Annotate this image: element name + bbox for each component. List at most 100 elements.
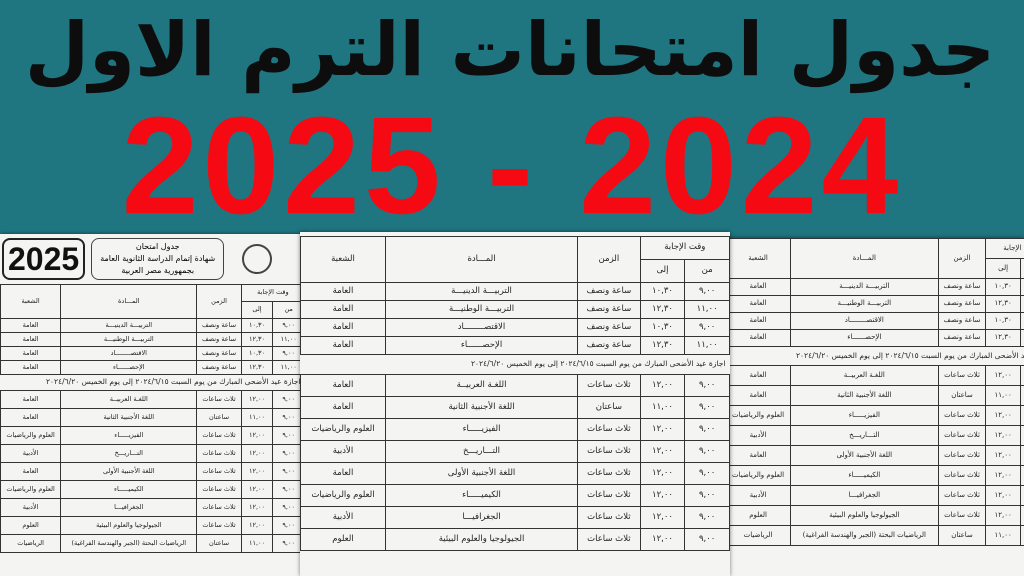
branch: العامة bbox=[0, 332, 62, 347]
to-time: ١٢,٠٠ bbox=[985, 465, 1021, 486]
to-time: ١٠,٣٠ bbox=[985, 312, 1021, 330]
from-time: ٩,٠٠ bbox=[1019, 278, 1024, 296]
duration: ثلاث ساعات bbox=[937, 365, 987, 386]
exam-sheet-left: 2025 جدول امتحان شهادة إتمام الدراسة الث… bbox=[0, 234, 305, 576]
header-from: من bbox=[1019, 258, 1024, 279]
duration: ثلاث ساعات bbox=[196, 426, 242, 445]
doc-title-line: شهادة إتمام الدراسة الثانوية العامة bbox=[100, 254, 216, 263]
to-time: ١٢,٠٠ bbox=[240, 480, 274, 499]
branch: العامة bbox=[725, 445, 792, 466]
branch: العلوم والرياضيات bbox=[725, 405, 792, 426]
from-time: ٩,٠٠ bbox=[1019, 385, 1024, 406]
duration: ثلاث ساعات bbox=[937, 465, 987, 486]
duration: ثلاث ساعات bbox=[577, 484, 641, 507]
subject: الجيولوجيا والعلوم البيئية bbox=[384, 528, 579, 551]
to-time: ١٢,٠٠ bbox=[985, 505, 1021, 526]
from-time: ٩,٠٠ bbox=[684, 484, 730, 507]
to-time: ١٢,٣٠ bbox=[240, 360, 274, 375]
branch: العامة bbox=[725, 385, 792, 406]
branch: العامة bbox=[300, 318, 386, 337]
subject: التـــاريـــخ bbox=[790, 425, 939, 446]
from-time: ٩,٠٠ bbox=[684, 318, 730, 337]
from-time: ٩,٠٠ bbox=[684, 440, 730, 463]
duration: ثلاث ساعات bbox=[196, 462, 242, 481]
subject: الجيولوجيا والعلوم البيئية bbox=[790, 505, 939, 526]
header-duration: الزمن bbox=[196, 284, 242, 319]
subject: اللغة الأجنبية الثانية bbox=[384, 396, 579, 419]
from-time: ١١,٠٠ bbox=[684, 336, 730, 355]
branch: العلوم bbox=[725, 505, 792, 526]
duration: ثلاث ساعات bbox=[196, 516, 242, 535]
duration: ساعة ونصف bbox=[937, 329, 987, 347]
header-answer-time: وقت الإجابة bbox=[240, 284, 305, 302]
subject: التربيـــة الوطنيـــة bbox=[384, 300, 579, 319]
branch: العامة bbox=[725, 312, 792, 330]
branch: العامة bbox=[0, 462, 62, 481]
subject: الكيميـــــاء bbox=[60, 480, 198, 499]
duration: ساعتان bbox=[937, 525, 987, 546]
from-time: ١١,٠٠ bbox=[1019, 295, 1024, 313]
branch: الأدبية bbox=[300, 506, 386, 529]
subject: الجيولوجيا والعلوم البيئية bbox=[60, 516, 198, 535]
subject: اللغـة العربيــة bbox=[60, 390, 198, 409]
headline-years: 2025 - 2024 bbox=[121, 89, 903, 243]
from-time: ٩,٠٠ bbox=[1019, 365, 1024, 386]
doc-title-line: بجمهورية مصر العربية bbox=[121, 266, 195, 275]
duration: ساعتان bbox=[577, 396, 641, 419]
duration: ساعة ونصف bbox=[196, 318, 242, 333]
subject: الكيميـــــاء bbox=[790, 465, 939, 486]
header-answer-time: وقت الإجابة bbox=[639, 236, 730, 260]
header-subject: المـــادة bbox=[384, 236, 579, 283]
to-time: ١٢,٠٠ bbox=[639, 506, 686, 529]
holiday-note: اجازة عيد الأضحى المبارك من يوم السبت ٢٠… bbox=[300, 354, 730, 375]
document-title-box: جدول امتحان شهادة إتمام الدراسة الثانوية… bbox=[91, 238, 225, 280]
subject: الفيزيـــــاء bbox=[384, 418, 579, 441]
header-to: إلى bbox=[639, 259, 686, 283]
branch: العامة bbox=[300, 300, 386, 319]
duration: ساعة ونصف bbox=[577, 300, 641, 319]
subject: الاقتصــــــــاد bbox=[790, 312, 939, 330]
subject: الجغرافيـــا bbox=[790, 485, 939, 506]
subject: التـــاريـــخ bbox=[384, 440, 579, 463]
duration: ثلاث ساعات bbox=[196, 498, 242, 517]
exam-sheet-right: وقت الإجابةالزمنالمـــادةالشعبةمنإلى٩,٠٠… bbox=[725, 238, 1024, 576]
branch: العامة bbox=[0, 346, 62, 361]
subject: الإحصــــــاء bbox=[790, 329, 939, 347]
to-time: ١٠,٣٠ bbox=[985, 278, 1021, 296]
branch: الأدبية bbox=[725, 425, 792, 446]
from-time: ٩,٠٠ bbox=[1019, 405, 1024, 426]
to-time: ١٢,٠٠ bbox=[985, 365, 1021, 386]
to-time: ١١,٠٠ bbox=[985, 385, 1021, 406]
branch: الرياضيات bbox=[0, 534, 62, 553]
subject: الاقتصــــــــاد bbox=[60, 346, 198, 361]
subject: التربيـــة الدينيـــة bbox=[60, 318, 198, 333]
header-to: إلى bbox=[985, 258, 1021, 279]
to-time: ١٢,٠٠ bbox=[985, 405, 1021, 426]
to-time: ١٢,٠٠ bbox=[639, 462, 686, 485]
subject: الإحصــــــاء bbox=[60, 360, 198, 375]
to-time: ١٢,٠٠ bbox=[240, 426, 274, 445]
duration: ثلاث ساعات bbox=[577, 418, 641, 441]
to-time: ١٢,٠٠ bbox=[639, 484, 686, 507]
subject: التـــاريـــخ bbox=[60, 444, 198, 463]
branch: العامة bbox=[300, 396, 386, 419]
header-subject: المـــادة bbox=[60, 284, 198, 319]
from-time: ٩,٠٠ bbox=[684, 282, 730, 301]
doc-title-line: جدول امتحان bbox=[135, 242, 180, 251]
duration: ساعة ونصف bbox=[577, 336, 641, 355]
branch: العامة bbox=[725, 365, 792, 386]
branch: العامة bbox=[300, 462, 386, 485]
from-time: ٩,٠٠ bbox=[684, 396, 730, 419]
subject: الرياضيات البحتة (الجبر والهندسة الفراغي… bbox=[60, 534, 198, 553]
duration: ساعة ونصف bbox=[577, 318, 641, 337]
